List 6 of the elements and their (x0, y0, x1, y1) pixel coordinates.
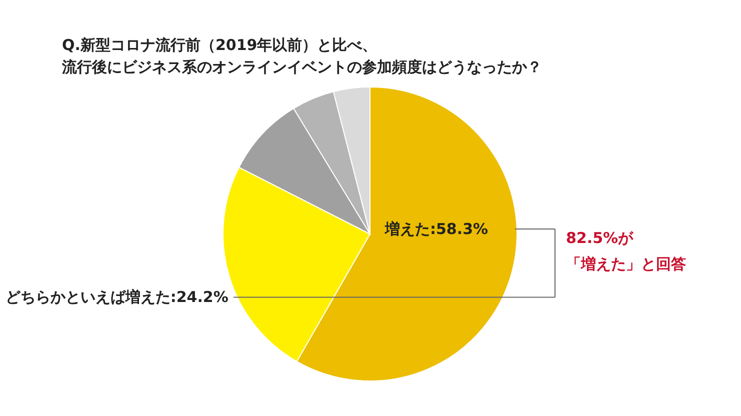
text: 82.5%が (566, 229, 634, 247)
text: 「増えた」と回答 (566, 255, 686, 273)
data-label: どちらかといえば増えた:24.2% (5, 288, 228, 306)
data-label: 増えた:58.3% (384, 220, 488, 238)
chart-subtitle: 流行後にビジネス系のオンラインイベントの参加頻度はどうなったか？ (61, 58, 542, 76)
chart-title: Q.新型コロナ流行前（2019年以前）と比べ、 (62, 36, 378, 54)
